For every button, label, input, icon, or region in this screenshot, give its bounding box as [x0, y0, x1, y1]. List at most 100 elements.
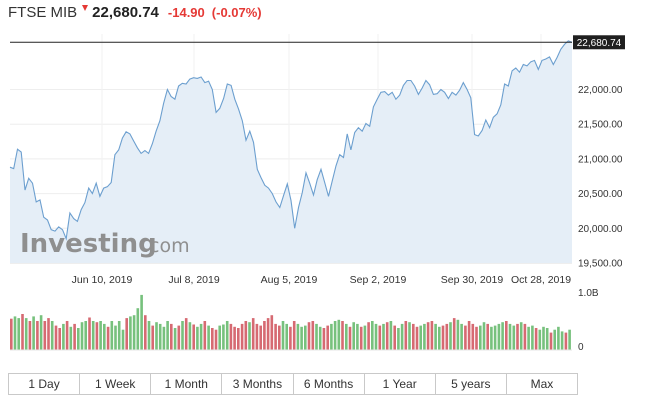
quote-header: FTSE MIB 22,680.74 -14.90 (-0.07%) — [8, 4, 262, 26]
volume-bar — [426, 322, 430, 350]
volume-bar — [199, 323, 203, 350]
volume-bar — [493, 325, 497, 350]
volume-bar — [248, 322, 251, 350]
logo-brand: Investing — [20, 229, 157, 259]
volume-bar — [147, 321, 151, 350]
range-tabs: 1 Day 1 Week 1 Month 3 Months 6 Months 1… — [8, 373, 578, 395]
x-tick-label: Sep 30, 2019 — [441, 274, 504, 286]
volume-bar — [222, 324, 225, 350]
volume-bar — [69, 326, 73, 350]
last-price-label: 22,680.74 — [577, 38, 622, 49]
tab-1-month[interactable]: 1 Month — [151, 374, 223, 394]
volume-bar — [516, 323, 519, 350]
volume-bar — [281, 321, 285, 350]
volume-bar — [371, 321, 374, 350]
tab-1-week[interactable]: 1 Week — [80, 374, 152, 394]
x-axis: Jun 10, 2019 Jul 8, 2019 Aug 5, 2019 Sep 2,… — [72, 274, 572, 286]
volume-bar — [359, 326, 363, 350]
volume-bar — [84, 321, 88, 350]
volume-bar — [47, 318, 50, 350]
volume-bar — [393, 325, 397, 350]
volume-bar — [110, 321, 114, 350]
volume-bar — [307, 322, 311, 350]
volume-bar — [263, 321, 266, 350]
volume-bar — [129, 316, 132, 350]
volume-bar — [508, 323, 512, 350]
tab-5-years[interactable]: 5 years — [435, 374, 507, 394]
volume-bar — [88, 317, 91, 350]
volume-bar — [497, 323, 501, 350]
volume-bar — [311, 321, 315, 350]
volume-bar — [95, 322, 99, 350]
volume-bar — [460, 323, 463, 350]
volume-bar — [385, 322, 389, 350]
volume-bar — [475, 326, 478, 350]
price-change: -14.90 — [167, 5, 205, 20]
volume-bar — [233, 326, 236, 350]
volume-bar — [255, 323, 259, 350]
volume-bar — [21, 314, 24, 350]
volume-bar — [10, 318, 13, 350]
volume-bar — [542, 326, 545, 350]
volume-bar — [341, 321, 344, 350]
volume-bar — [203, 321, 207, 350]
x-tick-label: Jun 10, 2019 — [72, 274, 133, 286]
volume-bar — [345, 323, 348, 350]
volume-bar — [486, 323, 490, 350]
volume-bar — [259, 325, 263, 350]
volume-bar — [505, 321, 508, 350]
volume-bar — [32, 316, 35, 350]
volume-bar — [140, 294, 143, 350]
volume-bar — [192, 324, 196, 350]
x-tick-label: Sep 2, 2019 — [350, 274, 407, 286]
volume-bar — [80, 322, 84, 350]
volume-bar — [564, 332, 568, 350]
volume-bar — [158, 323, 162, 350]
tab-3-months[interactable]: 3 Months — [222, 374, 294, 394]
volume-bar — [136, 308, 140, 350]
tab-max[interactable]: Max — [506, 374, 577, 394]
volume-bar — [367, 322, 370, 350]
investing-logo: Investing .com — [20, 229, 190, 259]
volume-bar — [36, 321, 39, 350]
volume-bar — [214, 329, 218, 350]
price-chart[interactable]: Investing .com 19,500.00 20,000.00 20,500.… — [0, 0, 648, 372]
volume-bar — [363, 325, 367, 350]
volume-bar — [24, 318, 28, 350]
volume-bar — [77, 328, 80, 350]
tab-6-months[interactable]: 6 Months — [293, 374, 365, 394]
volume-bar — [527, 326, 530, 350]
volume-bar — [296, 323, 300, 350]
volume-bar — [471, 323, 475, 350]
volume-bar — [519, 322, 523, 350]
instrument-name: FTSE MIB — [8, 4, 78, 21]
volume-bar — [54, 325, 58, 350]
tab-1-year[interactable]: 1 Year — [364, 374, 436, 394]
volume-bar — [244, 321, 248, 350]
volume-bar — [103, 323, 106, 350]
x-tick-label: Jul 8, 2019 — [168, 274, 220, 286]
price-area — [10, 40, 572, 264]
volume-bar — [315, 323, 318, 350]
volume-bar — [397, 328, 400, 350]
volume-bar — [114, 325, 117, 350]
volume-bar — [99, 321, 102, 350]
y-tick-label: 19,500.00 — [578, 259, 623, 270]
volume-bar — [292, 321, 296, 350]
volume-bar — [196, 326, 199, 350]
volume-bar — [73, 323, 76, 350]
volume-bar — [17, 318, 21, 350]
x-tick-label: Aug 5, 2019 — [261, 274, 318, 286]
y-axis: 19,500.00 20,000.00 20,500.00 21,000.00 21,5… — [578, 85, 623, 269]
volume-bar — [300, 326, 303, 350]
volume-bar — [438, 326, 441, 350]
volume-bar — [278, 325, 281, 350]
volume-bar — [218, 325, 222, 350]
volume-bar — [117, 321, 121, 350]
volume-bar — [65, 321, 69, 350]
volume-bar — [449, 322, 452, 350]
volume-bar — [43, 321, 47, 350]
tab-1-day[interactable]: 1 Day — [9, 374, 81, 394]
volume-bar — [50, 321, 54, 350]
volume-bar — [490, 326, 493, 350]
